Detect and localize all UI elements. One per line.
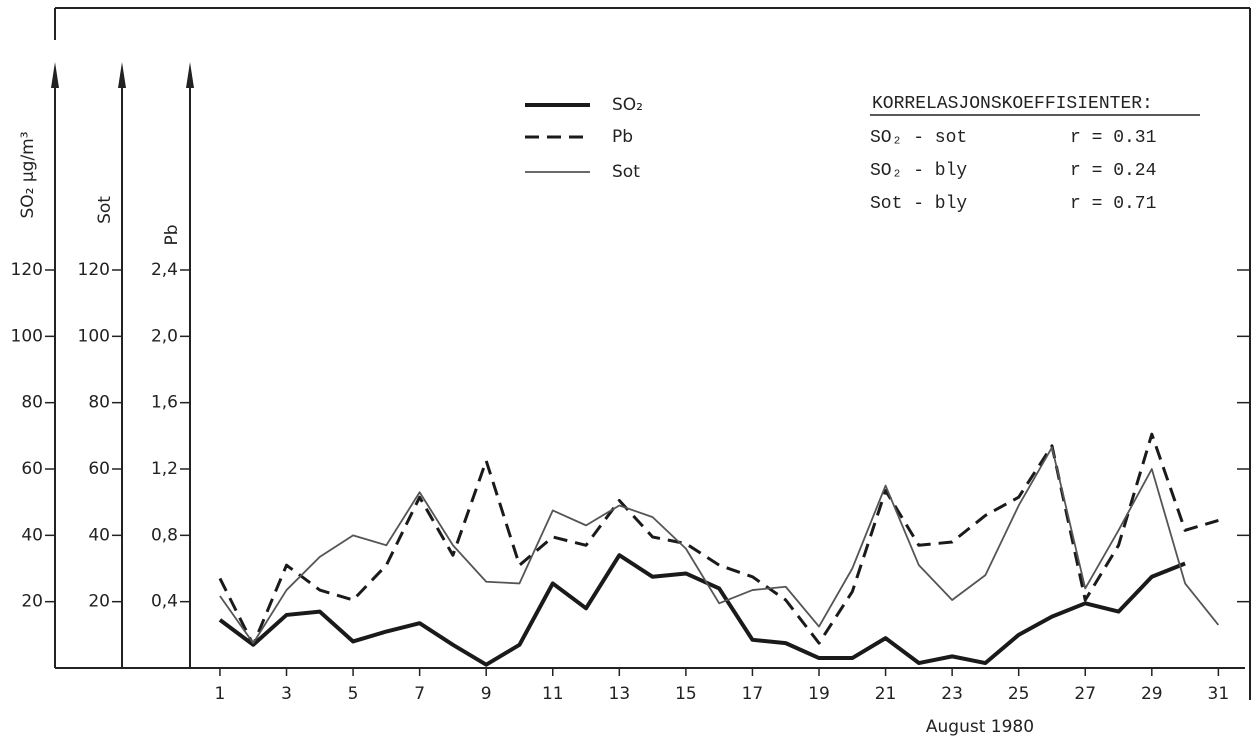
y3-tick-label: 1,2	[151, 459, 178, 479]
x-tick-label: 1	[215, 684, 226, 704]
annotation-r: r = 0.71	[1070, 194, 1156, 214]
x-tick-label: 17	[742, 684, 764, 704]
x-tick-label: 3	[281, 684, 292, 704]
annotation-title: KORRELASJONSKOEFFISIENTER:	[872, 94, 1153, 114]
annotation-pair: Sot - bly	[870, 194, 967, 214]
y2-tick-label: 40	[88, 525, 110, 545]
y3-axis-label: Pb	[162, 224, 182, 245]
x-tick-label: 9	[481, 684, 492, 704]
x-tick-label: 29	[1141, 684, 1163, 704]
legend-label: Pb	[612, 127, 633, 147]
x-tick-label: 31	[1208, 684, 1230, 704]
x-tick-label: 13	[609, 684, 631, 704]
series-line	[218, 432, 1219, 647]
y2-axis-label: Sot	[95, 196, 115, 224]
series-line	[218, 553, 1186, 667]
x-tick-label: 27	[1074, 684, 1096, 704]
frame	[54, 7, 1251, 700]
x-tick-label: 23	[941, 684, 963, 704]
y-tick-label: 60	[21, 459, 43, 479]
y2-tick-label: 20	[88, 592, 110, 612]
annotation-r: r = 0.31	[1070, 128, 1156, 148]
y2-tick-label: 100	[78, 326, 110, 346]
y3-tick-label: 0,8	[151, 525, 178, 545]
x-tick-label: 25	[1008, 684, 1030, 704]
x-axis-label: August 1980	[926, 717, 1034, 737]
y-tick-label: 100	[11, 326, 43, 346]
y-tick-label: 120	[11, 260, 43, 280]
y-axis-arrow	[51, 62, 59, 88]
x-tick-label: 7	[414, 684, 425, 704]
x-tick-label: 21	[875, 684, 897, 704]
x-tick-label: 19	[808, 684, 830, 704]
y-tick-label: 20	[21, 592, 43, 612]
legend-label: SO₂	[612, 95, 643, 115]
series-line	[219, 446, 1220, 645]
annotation-pair: SO₂ - bly	[870, 161, 967, 181]
y2-tick-label: 80	[88, 393, 110, 413]
x-tick-label: 5	[348, 684, 359, 704]
y3-tick-label: 2,0	[151, 326, 178, 346]
y2-tick-label: 120	[78, 260, 110, 280]
x-tick-label: 11	[542, 684, 564, 704]
y3-tick-label: 1,6	[151, 393, 178, 413]
x-tick-label: 15	[675, 684, 697, 704]
y3-axis-arrow	[186, 62, 194, 88]
y2-axis-arrow	[118, 62, 126, 88]
y-axis-label: SO₂ µg/m³	[18, 131, 38, 218]
y3-tick-label: 0,4	[151, 592, 178, 612]
y-tick-label: 80	[21, 393, 43, 413]
y3-tick-label: 2,4	[151, 260, 178, 280]
annotation-r: r = 0.24	[1070, 161, 1156, 181]
y-tick-label: 40	[21, 525, 43, 545]
annotation-pair: SO₂ - sot	[870, 128, 967, 148]
y2-tick-label: 60	[88, 459, 110, 479]
legend-label: Sot	[612, 162, 640, 182]
